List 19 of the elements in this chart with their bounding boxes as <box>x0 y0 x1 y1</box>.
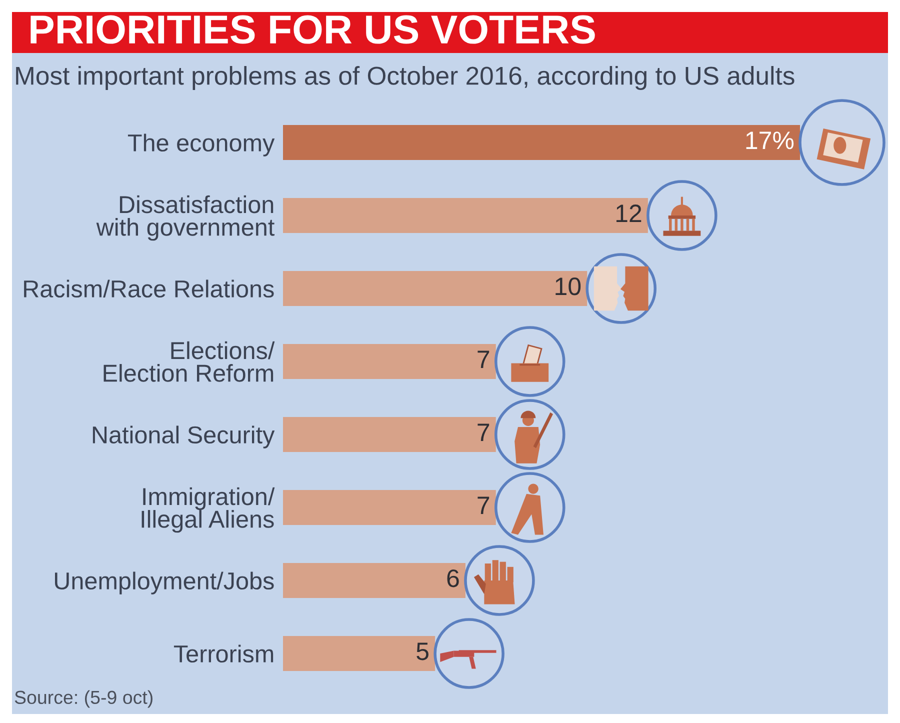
y-tick-label: Unemployment/Jobs <box>55 572 274 594</box>
y-tick-label: National Security <box>92 426 275 448</box>
data-label: 7 <box>478 424 490 441</box>
chart-title: PRIORITIES FOR US VOTERS <box>30 15 595 44</box>
data-label: 12 <box>616 204 642 222</box>
y-tick-label: Dissatisfaction with government <box>96 195 274 241</box>
y-tick-label: The economy <box>128 134 275 156</box>
y-tick-label: Immigration/ Illegal Aliens <box>142 487 275 533</box>
data-label: 17% <box>746 132 794 150</box>
data-label: 7 <box>478 350 490 368</box>
y-tick-label: Elections/ Election Reform <box>104 341 275 382</box>
y-tick-label: Racism/Race Relations <box>24 280 274 298</box>
data-label: 10 <box>556 278 581 296</box>
chart-subtitle: Most important problems as of October 2016, according to US adults <box>16 66 794 90</box>
data-label: 5 <box>416 642 428 660</box>
source-note: Source: (5-9 oct) <box>14 690 152 708</box>
y-tick-label: Terrorism <box>174 644 274 663</box>
data-label: 6 <box>447 570 459 588</box>
data-label: 7 <box>478 496 490 514</box>
